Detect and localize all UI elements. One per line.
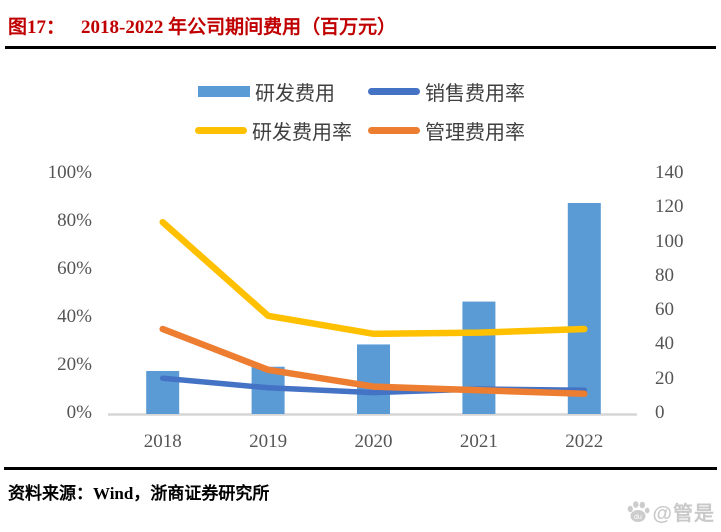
y-axis-right-tick: 100 (655, 230, 684, 252)
y-axis-right-tick: 0 (655, 402, 665, 423)
y-axis-left-tick: 20% (57, 354, 92, 375)
title-divider (5, 46, 716, 49)
svg-text:du: du (634, 514, 642, 521)
y-axis-left-tick: 60% (57, 258, 92, 279)
line-swatch (195, 126, 247, 134)
x-axis-label-2020: 2020 (354, 431, 393, 452)
y-axis-right-tick: 20 (655, 367, 674, 389)
footer-divider (4, 467, 717, 470)
legend-label: 研发费用 (255, 82, 335, 105)
legend-label: 研发费用率 (252, 121, 352, 144)
legend-label: 销售费用率 (425, 82, 525, 105)
x-axis-label-2019: 2019 (249, 431, 288, 452)
x-axis-label-2022: 2022 (565, 431, 604, 452)
y-axis-right-tick: 40 (655, 333, 674, 355)
y-axis-right-tick: 140 (655, 162, 684, 183)
line-series-1[interactable] (159, 218, 588, 338)
baidu-paw-icon: du (628, 500, 650, 522)
legend-item-sales-expense-ratio[interactable]: 销售费用率 (368, 79, 525, 105)
y-axis-left-tick: 0% (66, 402, 92, 423)
figure-label: 图17： (8, 17, 66, 38)
legend-item-rd-expense[interactable]: 研发费用 (198, 79, 335, 105)
x-axis-label-2018: 2018 (143, 431, 182, 452)
bar-2022[interactable] (567, 203, 601, 414)
legend-item-rd-expense-ratio[interactable]: 研发费用率 (195, 118, 352, 144)
x-axis-label-2021: 2021 (459, 431, 498, 452)
y-axis-right-tick: 80 (655, 264, 674, 286)
y-axis-right-tick: 60 (655, 299, 674, 321)
bar-2021[interactable] (462, 301, 496, 414)
figure-title-text: 2018-2022 年公司期间费用（百万元） (81, 17, 397, 38)
line-series-2[interactable] (159, 325, 588, 398)
figure-title: 图17： 2018-2022 年公司期间费用（百万元） (8, 12, 396, 39)
y-axis-left-tick: 80% (57, 210, 92, 231)
line-swatch (368, 126, 420, 134)
source-note: 资料来源：Wind，浙商证券研究所 (8, 484, 270, 503)
y-axis-right-tick: 120 (655, 196, 684, 218)
legend-item-mgmt-expense-ratio[interactable]: 管理费用率 (368, 118, 525, 144)
bar-swatch (198, 85, 250, 97)
y-axis-left-tick: 40% (57, 306, 92, 327)
line-swatch (368, 87, 420, 95)
y-axis-left-tick: 100% (47, 162, 92, 183)
legend-label: 管理费用率 (425, 121, 525, 144)
watermark-text: @管是 (652, 503, 715, 525)
watermark: du @管是 (626, 497, 715, 526)
bar-2020[interactable] (357, 344, 390, 414)
